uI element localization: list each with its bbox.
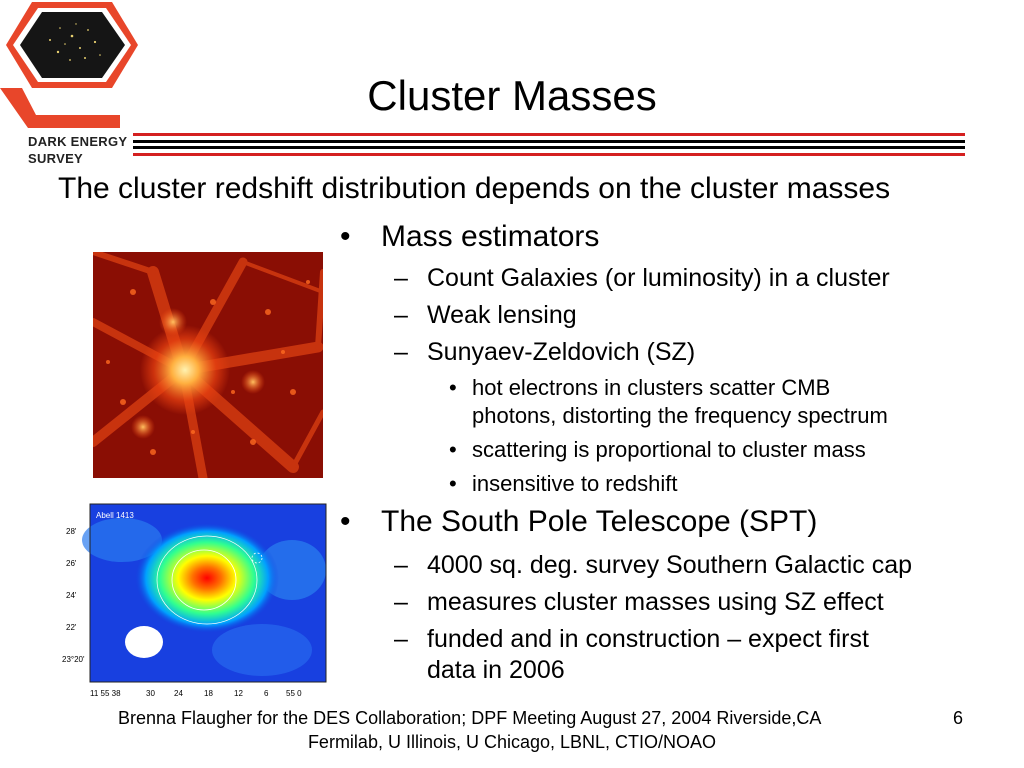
logo-wordmark: DARK ENERGY SURVEY [28, 133, 127, 167]
header-rule-black-2 [133, 146, 965, 149]
sub-bullet-funded-cont: data in 2006 [427, 656, 565, 684]
sz-point-insensitive: insensitive to redshift [472, 471, 678, 496]
page-number: 6 [953, 708, 964, 728]
bullet-dot: • [340, 220, 351, 253]
logo-line-2: SURVEY [28, 151, 84, 166]
sz-point-hot-electrons: hot electrons in clusters scatter CMB [472, 375, 831, 400]
bullet-spt: The South Pole Telescope (SPT) [381, 505, 818, 538]
header-rule-red-bottom [133, 153, 965, 156]
logo-line-1: DARK ENERGY [28, 134, 128, 149]
y-tick: 23°20' [62, 655, 85, 664]
slide-title: Cluster Masses [367, 72, 657, 119]
dash-marker: – [394, 551, 408, 579]
y-tick: 28' [66, 527, 77, 536]
y-tick: 26' [66, 559, 77, 568]
x-tick: 30 [146, 689, 155, 698]
bullet-dot: • [340, 505, 351, 538]
dash-marker: – [394, 301, 408, 329]
des-logo [0, 2, 138, 128]
x-tick: 12 [234, 689, 243, 698]
small-bullet-dot: • [449, 437, 457, 462]
x-tick: 11 55 38 [90, 689, 121, 698]
x-tick: 55 0 [286, 689, 302, 698]
sub-bullet-sz: Sunyaev-Zeldovich (SZ) [427, 338, 696, 366]
bullet-mass-estimators: Mass estimators [381, 220, 600, 253]
small-bullet-dot: • [449, 375, 457, 400]
x-tick: 6 [264, 689, 269, 698]
sub-bullet-count-galaxies: Count Galaxies (or luminosity) in a clus… [427, 264, 890, 292]
y-tick: 22' [66, 623, 77, 632]
footer-credit: Brenna Flaugher for the DES Collaboratio… [118, 708, 822, 728]
footer-institutions: Fermilab, U Illinois, U Chicago, LBNL, C… [307, 732, 717, 752]
dash-marker: – [394, 264, 408, 292]
header-rule-black-1 [133, 140, 965, 143]
dash-marker: – [394, 338, 408, 366]
sz-point-proportional: scattering is proportional to cluster ma… [472, 437, 866, 462]
cluster-simulation-image [93, 252, 323, 478]
x-tick: 18 [204, 689, 213, 698]
dash-marker: – [394, 588, 408, 616]
sub-bullet-weak-lensing: Weak lensing [427, 301, 577, 329]
sub-bullet-measures-masses: measures cluster masses using SZ effect [427, 588, 884, 616]
sz-map-label: Abell 1413 [96, 511, 134, 520]
sub-bullet-funded: funded and in construction – expect firs… [427, 625, 869, 653]
x-tick: 24 [174, 689, 183, 698]
dash-marker: – [394, 625, 408, 653]
sz-map-abell-1413: Abell 1413 28' 26' 24' 22' 23°20' 11 55 … [62, 503, 327, 698]
header-rule-red-top [133, 133, 965, 136]
small-bullet-dot: • [449, 471, 457, 496]
slide-subtitle: The cluster redshift distribution depend… [58, 172, 891, 205]
sz-point-hot-electrons-cont: photons, distorting the frequency spectr… [472, 403, 888, 428]
y-tick: 24' [66, 591, 77, 600]
sub-bullet-4000-sqdeg: 4000 sq. deg. survey Southern Galactic c… [427, 551, 913, 579]
